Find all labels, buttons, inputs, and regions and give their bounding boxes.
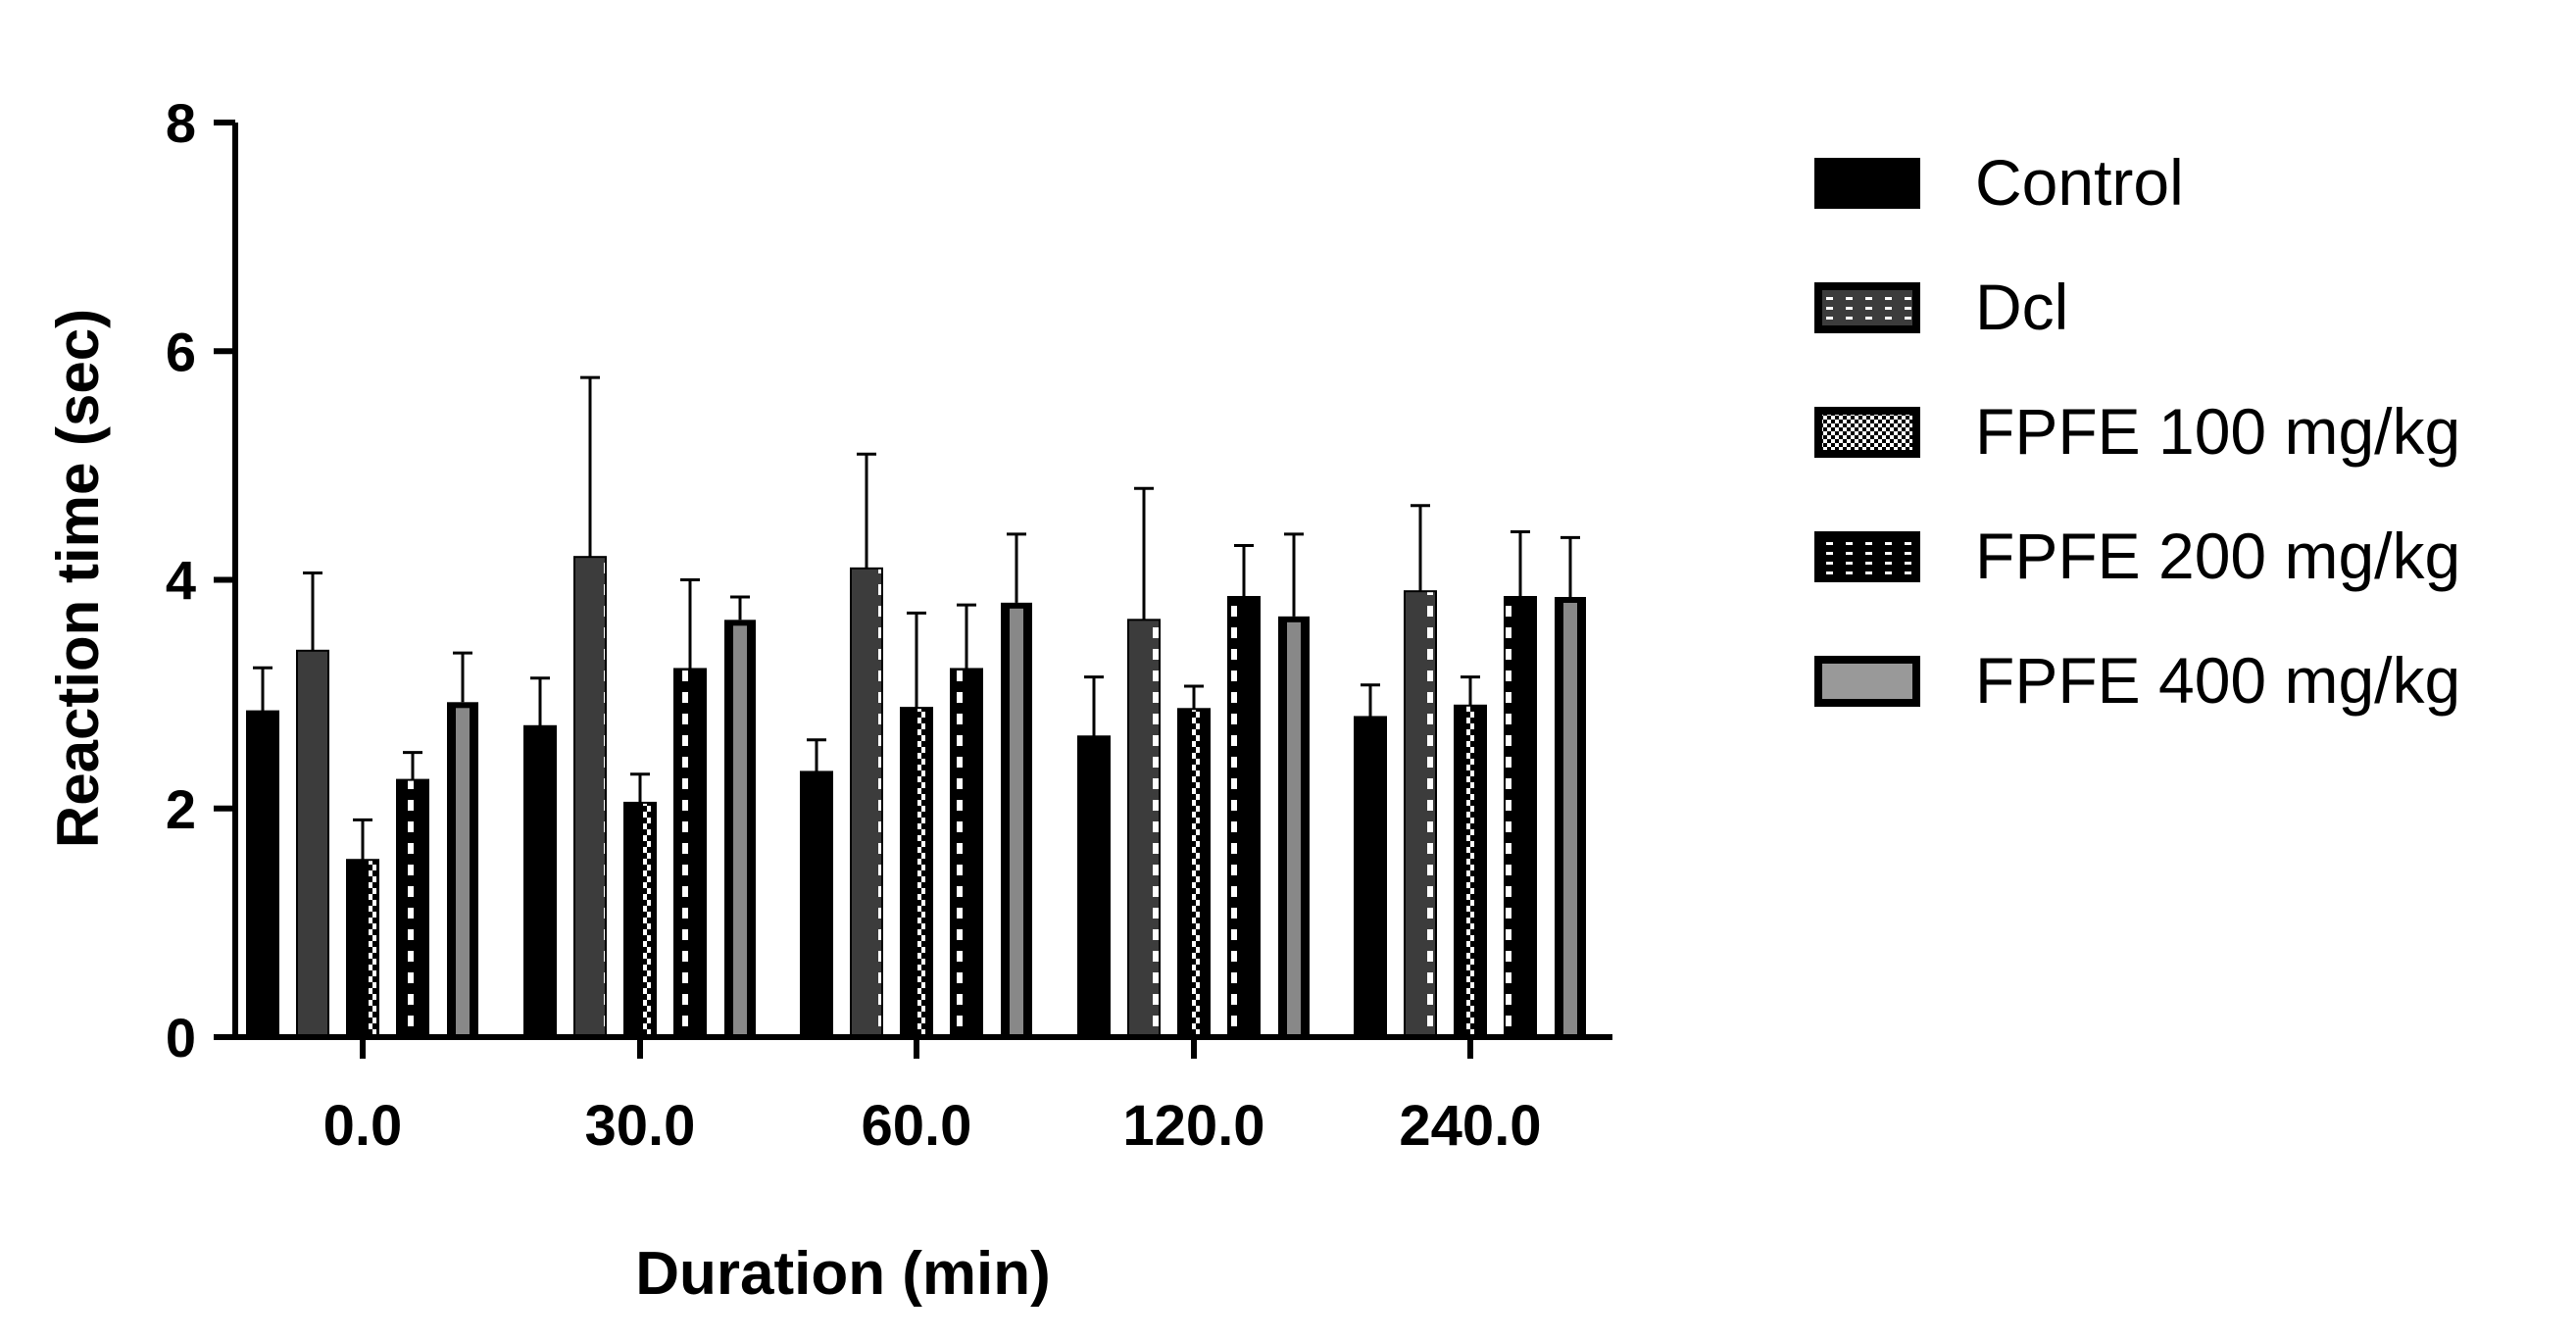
legend-item: FPFE 400 mg/kg: [1814, 644, 2460, 717]
legend-item: Control: [1814, 146, 2184, 219]
bar: [296, 649, 329, 1038]
legend-swatch: [1814, 282, 1920, 333]
x-tick-label: 60.0: [862, 1094, 972, 1158]
bar: [673, 668, 707, 1039]
legend-swatch: [1814, 158, 1920, 209]
legend-swatch: [1814, 531, 1920, 582]
y-tick-label: 6: [166, 321, 196, 382]
bar: [1177, 708, 1211, 1038]
bar: [1127, 619, 1161, 1038]
bar: [623, 801, 657, 1039]
bar: [1504, 595, 1537, 1039]
axes: 0 2 4 6 8 0.0 30.0 60.0 120.0 240.0: [166, 92, 1612, 1158]
y-tick-label: 0: [166, 1007, 196, 1068]
legend-swatch: [1814, 656, 1920, 707]
y-tick-label: 4: [166, 550, 196, 612]
legend-label: FPFE 200 mg/kg: [1975, 520, 2460, 592]
y-tick-label: 2: [166, 778, 196, 840]
bar-inner: [456, 708, 470, 1037]
legend-label: Dcl: [1975, 271, 2068, 343]
legend-label: FPFE 100 mg/kg: [1975, 395, 2460, 468]
bar: [1077, 735, 1111, 1038]
bar: [1404, 590, 1437, 1038]
legend-item: FPFE 200 mg/kg: [1814, 520, 2460, 592]
plot-area: [246, 375, 1586, 1039]
x-tick-label: 30.0: [585, 1094, 696, 1158]
bar: [1454, 704, 1487, 1038]
x-axis-label: Duration (min): [635, 1240, 1051, 1308]
bar-inner: [733, 625, 747, 1037]
bar-inner: [1563, 602, 1577, 1037]
bar: [950, 668, 983, 1039]
legend-item: Dcl: [1814, 271, 2068, 343]
legend-swatch: [1814, 407, 1920, 458]
bar: [900, 707, 933, 1038]
legend: Control Dcl FPFE 100 mg/kg FPFE 200 mg/kg FP…: [1814, 146, 2460, 717]
legend-label: FPFE 400 mg/kg: [1975, 644, 2460, 717]
bar-inner: [1010, 608, 1023, 1037]
x-tick-label: 240.0: [1399, 1094, 1541, 1158]
bar: [573, 556, 607, 1038]
bar: [1227, 595, 1261, 1039]
bar: [850, 567, 883, 1039]
legend-label: Control: [1975, 146, 2184, 219]
bar: [396, 778, 429, 1038]
x-tick-label: 0.0: [323, 1094, 403, 1158]
bar: [346, 859, 379, 1039]
legend-item: FPFE 100 mg/kg: [1814, 395, 2460, 468]
bar: [800, 770, 833, 1038]
bar: [1354, 716, 1387, 1038]
y-axis-label: Reaction time (sec): [45, 309, 111, 848]
bar: [523, 724, 557, 1039]
y-tick-label: 8: [166, 92, 196, 154]
x-tick-label: 120.0: [1122, 1094, 1264, 1158]
bar: [246, 710, 279, 1039]
bar-inner: [1287, 621, 1301, 1037]
